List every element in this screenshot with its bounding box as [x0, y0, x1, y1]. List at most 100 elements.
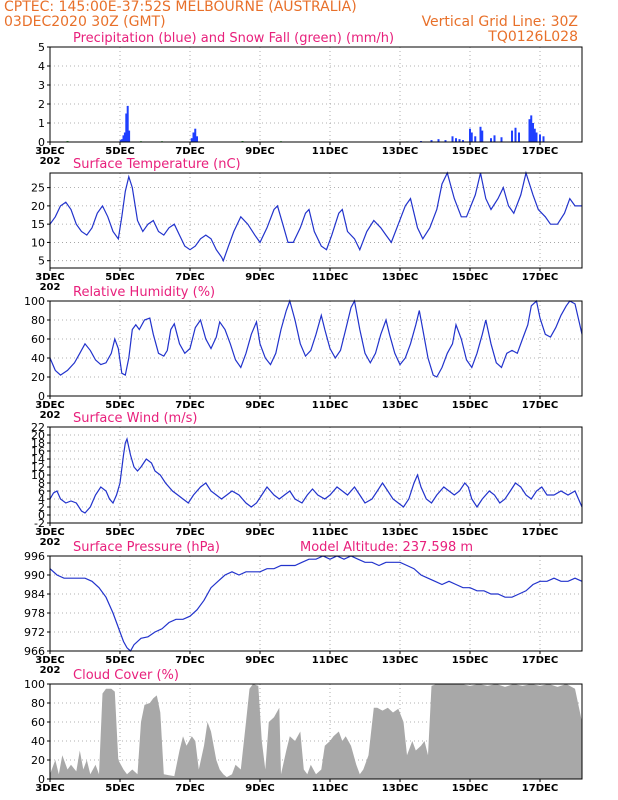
precip-bar — [474, 136, 477, 142]
xtick-label: 9DEC — [245, 783, 274, 794]
precip-bar — [542, 136, 545, 142]
precip-bar — [128, 130, 131, 142]
precip-bar — [125, 113, 128, 142]
xtick-label: 7DEC — [175, 146, 204, 157]
ytick-label: 984 — [24, 588, 45, 601]
ytick-label: 972 — [24, 626, 45, 639]
precip-bar — [444, 140, 447, 142]
header-grid-line: Vertical Grid Line: 30Z — [421, 14, 578, 30]
xtick-label: 3DEC — [35, 783, 64, 794]
precip-bar — [126, 105, 129, 142]
panel-title: Precipitation (blue) and Snow Fall (gree… — [73, 31, 394, 46]
precip-bar — [123, 132, 126, 142]
xtick-label: 15DEC — [452, 272, 488, 283]
precip-bar — [455, 138, 457, 142]
ytick-label: 60 — [31, 716, 45, 729]
xtick-label: 9DEC — [245, 400, 274, 411]
xtick-label: 5DEC — [105, 655, 134, 666]
ytick-label: 20 — [31, 200, 45, 213]
xtick-label: 11DEC — [312, 783, 348, 794]
xtick-label: 13DEC — [382, 783, 418, 794]
precip-bar — [479, 126, 482, 142]
precip-bar — [122, 135, 125, 142]
precip-bar — [121, 139, 124, 142]
ytick-label: 100 — [24, 295, 45, 308]
plot-frame — [49, 555, 583, 652]
xtick-label: 11DEC — [312, 655, 348, 666]
ytick-label: 966 — [24, 645, 45, 658]
xtick-label: 7DEC — [175, 655, 204, 666]
precip-bar — [451, 136, 454, 142]
precip-bar — [192, 132, 195, 142]
ytick-label: 20 — [31, 371, 45, 384]
ytick-label: 10 — [31, 469, 45, 482]
panel-title: Surface Temperature (nC) — [73, 157, 241, 172]
ytick-label: 6 — [38, 485, 45, 498]
cloud-area — [50, 684, 582, 779]
xtick-label: 11DEC — [312, 400, 348, 411]
header-datetime: 03DEC2020 30Z (GMT) — [4, 14, 166, 30]
xtick-label: 15DEC — [452, 527, 488, 538]
xtick-label: 3DEC — [35, 527, 64, 538]
precip-bar — [493, 135, 496, 142]
ytick-label: 3 — [38, 79, 45, 92]
ytick-label: 100 — [24, 678, 45, 691]
xtick-year-stub: 202 — [40, 282, 61, 293]
xtick-label: 9DEC — [245, 655, 274, 666]
xtick-label: 13DEC — [382, 527, 418, 538]
ytick-label: 0 — [38, 136, 45, 149]
xtick-year-stub: 202 — [40, 537, 61, 548]
plot-frame — [49, 683, 583, 780]
precip-bar — [535, 132, 538, 142]
precip-bar — [530, 115, 533, 142]
xtick-label: 13DEC — [382, 272, 418, 283]
panel-title: Surface Wind (m/s) — [73, 411, 197, 426]
plot-frame — [49, 172, 583, 269]
precip-bar — [458, 139, 461, 142]
xtick-label: 3DEC — [35, 655, 64, 666]
ytick-label: 80 — [31, 314, 45, 327]
ytick-label: -2 — [34, 517, 45, 530]
xtick-label: 9DEC — [245, 527, 274, 538]
ytick-label: 15 — [31, 218, 45, 231]
ytick-label: 12 — [31, 461, 45, 474]
precip-bar — [514, 127, 517, 142]
precip-bar — [518, 132, 520, 142]
xtick-label: 9DEC — [245, 272, 274, 283]
xtick-label: 15DEC — [452, 783, 488, 794]
xtick-label: 5DEC — [105, 400, 134, 411]
ytick-label: 60 — [31, 333, 45, 346]
precip-bar — [481, 130, 484, 142]
xtick-label: 17DEC — [522, 527, 558, 538]
xtick-label: 5DEC — [105, 527, 134, 538]
ytick-label: 990 — [24, 569, 45, 582]
precip-bar — [462, 140, 464, 142]
ytick-label: 0 — [38, 390, 45, 403]
xtick-label: 17DEC — [522, 146, 558, 157]
xtick-label: 11DEC — [312, 146, 348, 157]
precip-bar — [430, 140, 433, 142]
panel-1: 5 10 15 20 25 3DEC 5DEC 7DEC 9DEC 11DEC 13DEC 15DEC… — [31, 157, 583, 293]
xtick-label: 5DEC — [105, 272, 134, 283]
plot-frame — [49, 300, 583, 397]
ytick-label: 4 — [38, 493, 45, 506]
xtick-label: 17DEC — [522, 783, 558, 794]
xtick-year-stub: 202 — [40, 410, 61, 421]
xtick-label: 7DEC — [175, 400, 204, 411]
xtick-label: 13DEC — [382, 400, 418, 411]
header-station: CPTEC: 145:00E-37:52S MELBOURNE (AUSTRAL… — [4, 0, 357, 15]
xtick-year-stub: 202 — [40, 156, 61, 167]
precip-bar — [437, 139, 440, 142]
xtick-label: 15DEC — [452, 655, 488, 666]
xtick-label: 11DEC — [312, 527, 348, 538]
ytick-label: 1 — [38, 117, 45, 130]
xtick-label: 7DEC — [175, 527, 204, 538]
ytick-label: 40 — [31, 735, 45, 748]
xtick-label: 5DEC — [105, 146, 134, 157]
ytick-label: 978 — [24, 607, 45, 620]
ytick-label: 8 — [38, 477, 45, 490]
precip-bar — [196, 136, 198, 142]
xtick-label: 7DEC — [175, 783, 204, 794]
precip-bar — [469, 128, 471, 142]
